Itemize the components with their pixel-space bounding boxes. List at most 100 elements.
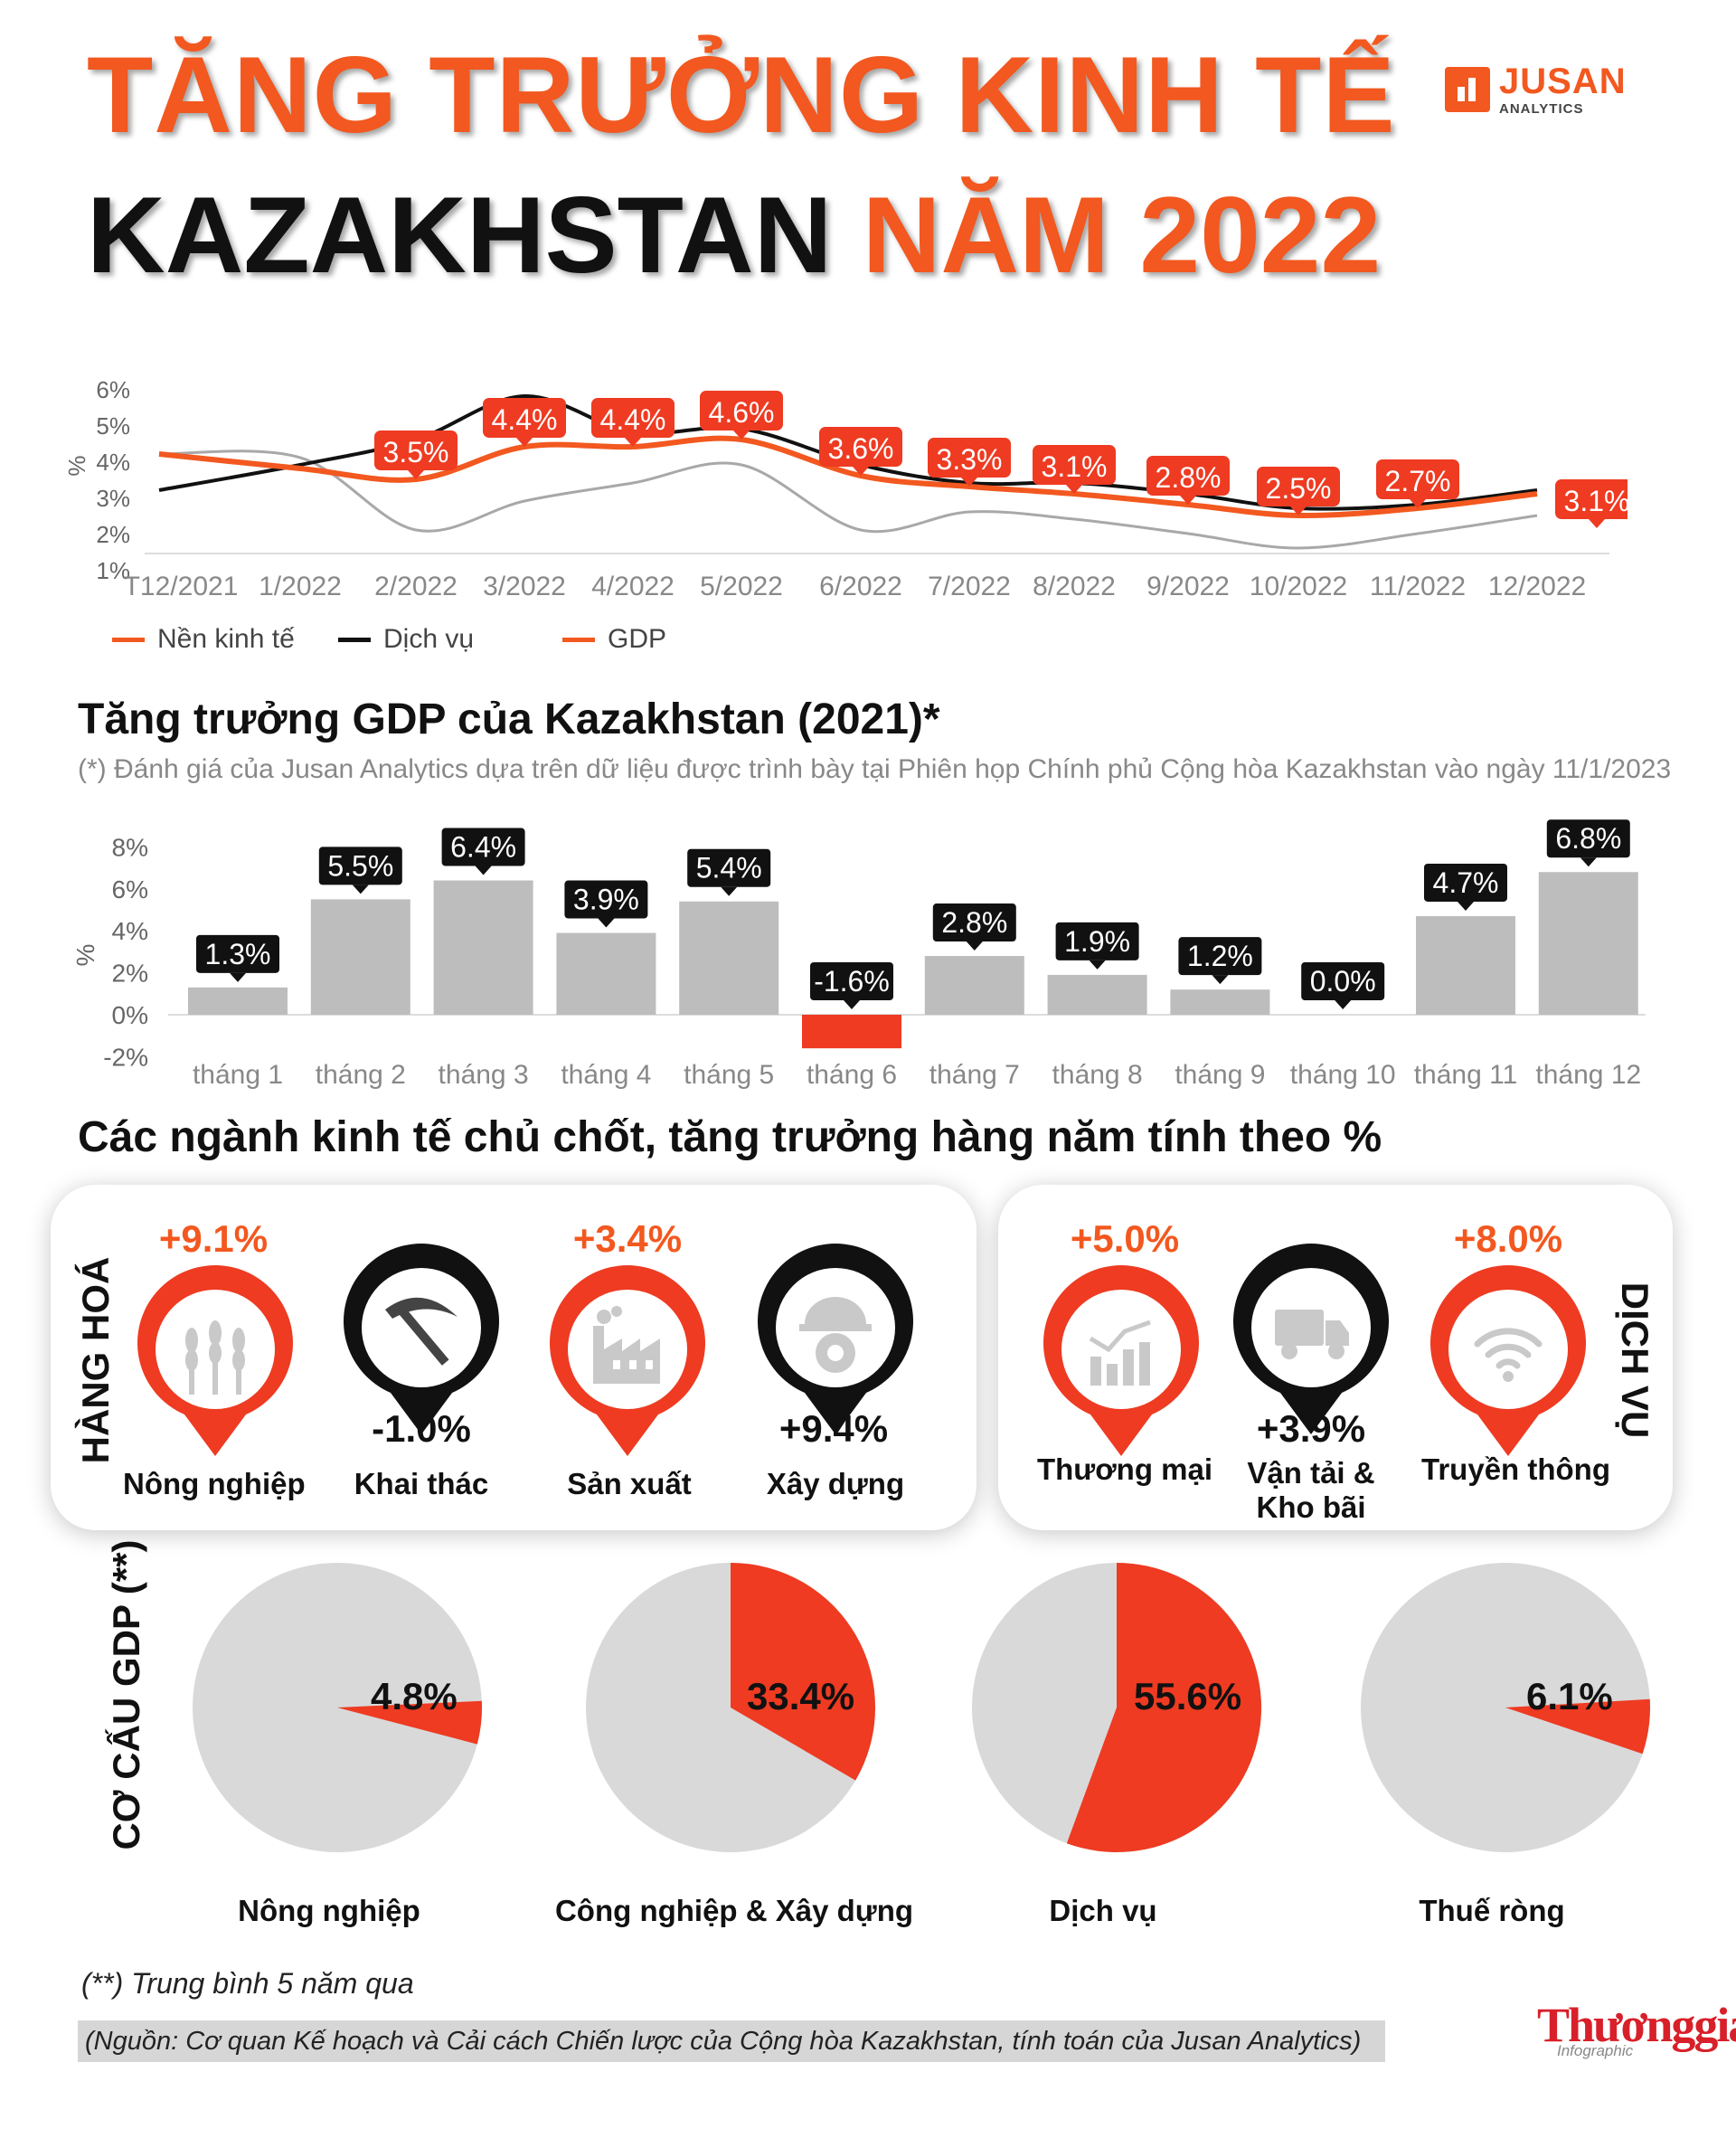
bar [310,899,410,1015]
pie [972,1563,1261,1852]
sector-label: Nông nghiệp [123,1467,306,1500]
bar-data-label: 1.3% [196,934,279,982]
sector-value: +3.9% [1256,1407,1366,1450]
x-tick-label: tháng 9 [1175,1060,1265,1090]
svg-text:-1.6%: -1.6% [814,965,890,998]
legend-swatch [562,637,595,642]
bar-chart-note: (*) Đánh giá của Jusan Analytics dựa trê… [78,754,1672,784]
legend-item-economy: Nền kinh tế [112,624,295,655]
bar [188,987,288,1015]
sector-label: Truyền thông [1421,1452,1610,1486]
legend-swatch [338,637,371,642]
line-data-label: 3.6% [819,427,902,476]
sector-label: Thương mại [1036,1452,1213,1486]
legend-label: Dịch vụ [383,624,475,654]
pie [1361,1563,1650,1852]
pie-value-agriculture: 4.8% [371,1675,458,1717]
svg-text:6.4%: 6.4% [450,831,516,864]
x-tick-label: 1/2022 [259,572,342,601]
bar-data-label: 1.9% [1055,922,1139,970]
svg-text:4.4%: 4.4% [600,403,666,436]
svg-text:1.2%: 1.2% [1187,940,1253,972]
x-tick-label: tháng 11 [1414,1060,1518,1090]
svg-text:1.9%: 1.9% [1064,925,1130,958]
sector-value: +3.4% [572,1217,683,1260]
line-data-label: 3.3% [928,438,1011,487]
y-tick-label: 5% [96,412,130,440]
line-data-label: 2.7% [1376,459,1459,508]
line-data-label: 2.5% [1257,467,1340,516]
sectors-title: Các ngành kinh tế chủ chốt, tăng trưởng … [78,1113,1382,1161]
svg-text:3.9%: 3.9% [573,884,639,916]
bar-data-label: 0.0% [1301,962,1385,1009]
bar-data-label: 4.7% [1424,863,1507,911]
bar [1170,989,1270,1015]
pie-value-services: 55.6% [1134,1675,1242,1717]
sector-label: Sản xuất [567,1467,692,1500]
sector-label: Khai thác [354,1467,489,1500]
sector-value: +5.0% [1070,1217,1180,1260]
line-data-label: 3.1% [1555,479,1628,528]
sector-label: Xây dựng [766,1467,905,1500]
page-title-line2: KAZAKHSTAN NĂM 2022 [87,181,1381,289]
logo-sub: ANALYTICS [1499,101,1584,117]
x-tick-label: tháng 2 [316,1060,406,1090]
svg-text:3.3%: 3.3% [937,443,1003,476]
pie-section-title: CƠ CẤU GDP (**) [105,1539,147,1850]
legend-label: Nền kinh tế [157,624,295,654]
bar [802,1015,901,1049]
y-tick-label: 1% [96,557,130,584]
x-tick-label: 11/2022 [1370,572,1466,601]
y-tick-label: 3% [96,485,130,512]
pickaxe-icon [344,1244,499,1434]
x-tick-label: 9/2022 [1146,572,1230,601]
y-tick-label: -2% [103,1043,148,1071]
svg-text:4.7%: 4.7% [1433,866,1499,899]
bar-data-label: -1.6% [810,962,893,1009]
y-tick-label: 4% [112,917,148,945]
jusan-logo: JUSAN ANALYTICS [1445,61,1644,118]
x-tick-label: 10/2022 [1250,572,1347,601]
svg-text:3.5%: 3.5% [383,436,449,468]
source-note: (Nguồn: Cơ quan Kế hoạch và Cải cách Chi… [78,2020,1385,2062]
x-tick-label: 3/2022 [483,572,566,601]
y-tick-label: 6% [96,376,130,403]
bar-data-label: 3.9% [564,880,648,928]
x-tick-label: tháng 3 [439,1060,529,1090]
x-tick-label: 12/2022 [1488,572,1586,601]
sector-value: +9.4% [778,1407,889,1450]
x-tick-label: tháng 4 [561,1060,651,1090]
svg-text:1.3%: 1.3% [205,938,271,970]
x-tick-label: 4/2022 [591,572,675,601]
svg-text:2.8%: 2.8% [1156,461,1222,494]
svg-text:0.0%: 0.0% [1310,965,1376,998]
pie-label: Nông nghiệp [238,1894,420,1927]
y-tick-label: 4% [96,449,130,476]
svg-text:4.6%: 4.6% [709,396,775,429]
bar-chart: 8% 6% 4% 2% 0% -2%% tháng 1 1.3% tháng 2 5.5% thán… [71,819,1646,1090]
brand-name: Thươnggia [1537,1998,1736,2052]
brand-sub: Infographic [1557,2042,1634,2059]
bar [924,956,1024,1015]
title-country: KAZAKHSTAN [87,175,833,296]
line-data-label: 4.6% [700,391,783,440]
legend-label: GDP [608,624,667,654]
factory-icon [550,1265,705,1456]
sector-label-line2: Kho bãi [1256,1490,1366,1524]
sector-value: -1.0% [372,1407,471,1450]
svg-text:3.6%: 3.6% [828,432,894,465]
series-line-2 [158,449,1538,550]
pie [193,1563,482,1852]
x-tick-label: tháng 7 [929,1060,1020,1090]
bar-data-label: 1.2% [1178,937,1262,985]
sector-label-line1: Vận tải & [1247,1456,1375,1490]
x-tick-label: 5/2022 [700,572,783,601]
x-tick-label: tháng 5 [684,1060,774,1090]
line-data-label: 4.4% [483,398,566,447]
x-tick-label: tháng 1 [193,1060,283,1090]
x-tick-label: T12/2021 [124,572,239,601]
pie-label: Thuế ròng [1419,1894,1565,1927]
logo-mark-icon [1445,67,1490,112]
title-year: NĂM 2022 [862,175,1382,296]
line-data-label: 3.5% [374,430,458,479]
